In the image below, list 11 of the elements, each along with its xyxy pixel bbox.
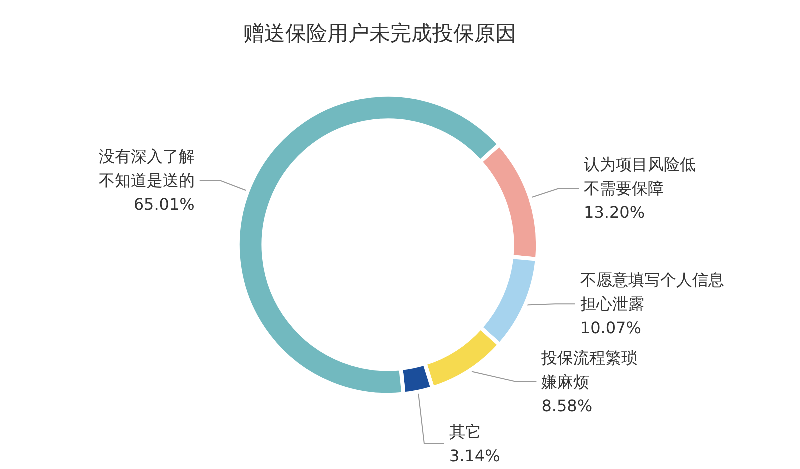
data-label: 3.14% [449,446,500,466]
data-label: 10.07% [580,318,642,338]
slice-label: 认为项目风险低不需要保障 [584,155,696,198]
data-label: 8.58% [542,396,593,416]
data-label: 65.01% [134,195,195,214]
slice-label: 不愿意填写个人信息担心泄露 [580,270,724,314]
slice-label: 投保流程繁琐嫌麻烦 [540,348,638,392]
slice-label: 其它 [449,422,482,442]
chart-title: 赠送保险用户未完成投保原因 [244,22,516,46]
data-label: 13.20% [584,203,646,222]
slice-label: 没有深入了解不知道是送的 [98,147,195,190]
